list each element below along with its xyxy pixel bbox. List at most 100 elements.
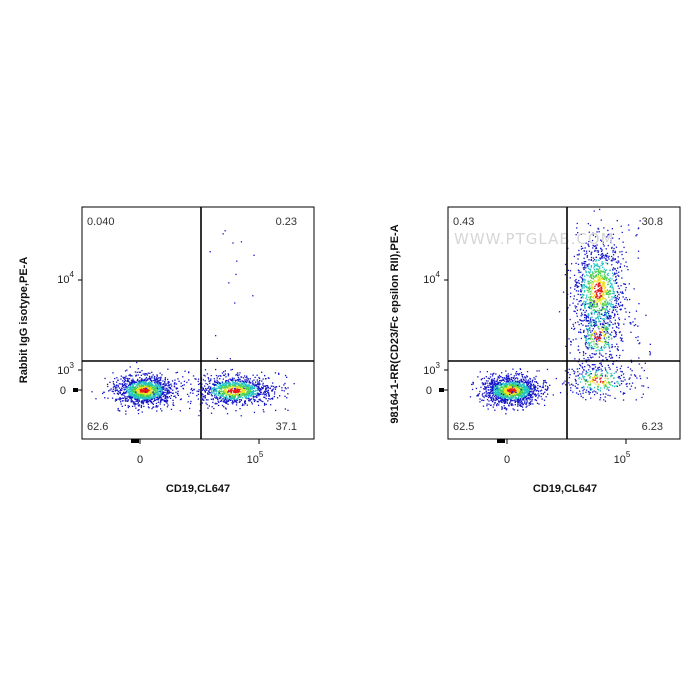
event-dot bbox=[136, 382, 138, 385]
event-dot bbox=[569, 318, 571, 321]
event-dot bbox=[293, 383, 295, 385]
event-dot bbox=[275, 409, 277, 412]
event-dot bbox=[241, 380, 243, 382]
event-dot bbox=[596, 303, 598, 305]
event-dot bbox=[160, 392, 162, 394]
event-dot bbox=[584, 303, 586, 305]
event-dot bbox=[587, 280, 589, 282]
event-dot bbox=[256, 394, 258, 396]
event-dot bbox=[225, 390, 227, 393]
event-dot bbox=[518, 399, 520, 401]
event-dot bbox=[144, 379, 146, 382]
event-dot bbox=[516, 383, 518, 386]
event-dot bbox=[170, 391, 172, 394]
event-dot bbox=[527, 379, 530, 381]
event-dot bbox=[116, 381, 118, 383]
event-dot bbox=[522, 373, 524, 376]
event-dot bbox=[197, 383, 200, 386]
event-dot bbox=[602, 322, 604, 325]
event-dot bbox=[117, 384, 119, 387]
event-dot bbox=[527, 394, 529, 396]
event-dot bbox=[211, 391, 213, 393]
event-dot bbox=[508, 391, 510, 393]
event-dot bbox=[604, 269, 606, 272]
event-dot bbox=[603, 319, 605, 322]
event-dot bbox=[167, 392, 170, 394]
event-dot bbox=[130, 393, 132, 395]
event-dot bbox=[520, 378, 522, 380]
event-dot bbox=[272, 388, 274, 390]
event-dot bbox=[274, 388, 277, 390]
event-dot bbox=[525, 394, 527, 397]
event-dot bbox=[123, 384, 126, 386]
event-dot bbox=[481, 382, 483, 384]
event-dot bbox=[592, 293, 594, 295]
event-dot bbox=[236, 390, 238, 392]
event-dot bbox=[500, 389, 502, 391]
event-dot bbox=[587, 329, 589, 331]
event-dot bbox=[508, 378, 510, 380]
event-dot bbox=[625, 251, 627, 253]
event-dot bbox=[172, 399, 174, 401]
x-axis-title-left: CD19,CL647 bbox=[166, 483, 230, 495]
event-dot bbox=[496, 391, 499, 393]
event-dot bbox=[254, 390, 256, 392]
event-dot bbox=[264, 385, 266, 387]
event-dot bbox=[502, 389, 505, 391]
event-dot bbox=[588, 287, 590, 290]
event-dot bbox=[526, 385, 529, 387]
event-dot bbox=[516, 394, 518, 396]
event-dot bbox=[581, 278, 584, 280]
event-dot bbox=[527, 389, 529, 391]
event-dot bbox=[141, 402, 144, 404]
event-dot bbox=[504, 388, 506, 391]
event-dot bbox=[504, 388, 507, 390]
event-dot bbox=[598, 290, 600, 293]
event-dot bbox=[141, 388, 144, 390]
event-dot bbox=[498, 394, 500, 396]
event-dot bbox=[184, 370, 186, 372]
event-dot bbox=[134, 387, 137, 389]
x-tick-label-10-5: 105 bbox=[247, 450, 264, 466]
event-dot bbox=[154, 396, 156, 399]
event-dot bbox=[608, 293, 610, 295]
event-dot bbox=[570, 344, 572, 346]
event-dot bbox=[120, 401, 122, 403]
event-dot bbox=[256, 400, 258, 403]
event-dot bbox=[590, 253, 592, 256]
event-dot bbox=[511, 393, 513, 395]
event-dot bbox=[109, 381, 111, 383]
event-dot bbox=[601, 275, 603, 277]
event-dot bbox=[163, 404, 165, 406]
event-dot bbox=[584, 275, 586, 277]
event-dot bbox=[520, 379, 522, 382]
event-dot bbox=[523, 392, 525, 395]
event-dot bbox=[145, 393, 147, 395]
event-dot bbox=[491, 388, 493, 390]
event-dot bbox=[219, 387, 221, 390]
event-dot bbox=[610, 286, 612, 288]
event-dot bbox=[156, 387, 159, 389]
event-dot bbox=[242, 390, 244, 392]
event-dot bbox=[143, 389, 145, 391]
event-dot bbox=[517, 402, 519, 404]
event-dot bbox=[123, 394, 125, 396]
event-dot bbox=[587, 335, 589, 337]
event-dot bbox=[601, 349, 603, 351]
event-dot bbox=[156, 382, 159, 384]
event-dot bbox=[605, 248, 607, 250]
event-dot bbox=[590, 282, 592, 284]
event-dot bbox=[531, 397, 533, 399]
event-dot bbox=[630, 331, 632, 333]
event-dot bbox=[112, 372, 114, 374]
event-dot bbox=[240, 387, 243, 389]
event-dot bbox=[133, 403, 135, 405]
event-dot bbox=[155, 406, 157, 408]
event-dot bbox=[586, 329, 589, 331]
event-dot bbox=[482, 388, 485, 390]
event-dot bbox=[545, 381, 547, 383]
event-dot bbox=[514, 400, 516, 402]
event-dot bbox=[149, 399, 151, 402]
event-dot bbox=[485, 388, 487, 390]
event-dot bbox=[155, 380, 157, 382]
